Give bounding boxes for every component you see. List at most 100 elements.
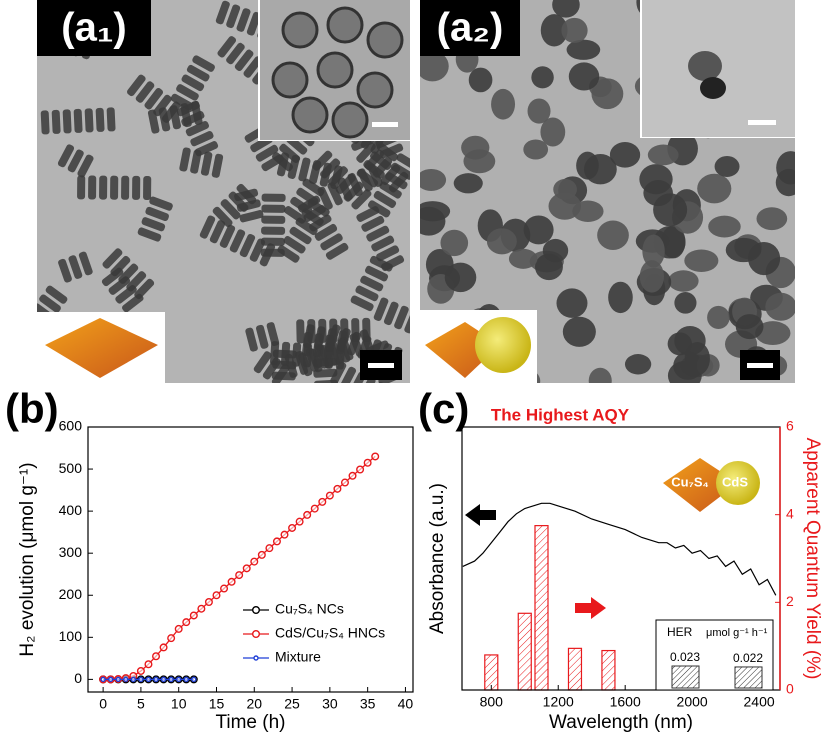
scale-bar: [748, 120, 776, 125]
nanorod: [359, 376, 376, 383]
nanorod: [249, 238, 266, 262]
nanorod: [289, 226, 312, 245]
nanoparticle: [271, 61, 309, 99]
y-tick-label: 0: [74, 670, 82, 686]
nanorod: [176, 84, 199, 101]
nanoparticle: [642, 234, 665, 268]
marker: [280, 530, 289, 539]
legend-marker: [251, 606, 260, 615]
legend-label: CdS/Cu₇S₄ HNCs: [275, 625, 385, 641]
nanoparticle: [523, 139, 549, 160]
marker: [340, 478, 349, 487]
nanorod: [185, 121, 209, 137]
label-box: [37, 0, 151, 56]
x-tick-label: 2400: [744, 694, 775, 710]
nanorod: [356, 168, 379, 188]
nanoparticle: [316, 51, 354, 89]
nanorod: [84, 108, 94, 133]
nanorod: [261, 215, 286, 224]
nanoparticle: [566, 39, 601, 60]
cds-model: [475, 317, 531, 373]
y-tick-label: 100: [59, 628, 83, 644]
nanorod: [340, 318, 349, 343]
nanoparticle: [420, 168, 447, 191]
nanorod: [135, 81, 155, 103]
nanorod: [298, 157, 311, 182]
y2-tick-label: 0: [786, 681, 794, 697]
x-tick-label: 2000: [677, 694, 708, 710]
nanorod: [239, 233, 256, 258]
nanorod: [396, 153, 410, 171]
x-tick-label: 15: [209, 696, 225, 712]
nanorod: [51, 109, 61, 134]
nanorod: [295, 350, 309, 375]
her-value-label: 0.022: [733, 651, 763, 665]
nanoparticle: [624, 354, 652, 375]
nanorod: [86, 408, 111, 421]
nanoparticle: [748, 241, 781, 276]
nanorod: [343, 181, 364, 202]
nanorod: [271, 363, 290, 383]
bar: [517, 612, 532, 691]
nanorod: [366, 225, 390, 242]
nanoparticle: [444, 262, 477, 293]
y-tick-label: 500: [59, 460, 83, 476]
inset-particles: [271, 6, 404, 139]
nanorod: [350, 295, 374, 312]
nanorod: [12, 329, 36, 350]
nanoparticle: [420, 50, 449, 82]
nanorod: [246, 11, 261, 36]
nanorod: [45, 285, 68, 304]
y-tick-label: 200: [59, 586, 83, 602]
crystal-model: [45, 318, 158, 378]
nanorod: [404, 309, 410, 334]
inset-label: CdS: [722, 474, 748, 489]
nanorod: [261, 204, 286, 213]
nanorod: [367, 200, 391, 218]
marker: [325, 491, 334, 500]
nanorod: [62, 109, 72, 134]
nanorod: [153, 94, 172, 117]
marker: [250, 557, 259, 566]
y-axis-label: Absorbance (a.u.): [427, 483, 448, 634]
legend-marker: [251, 630, 260, 639]
x-tick-label: 35: [360, 696, 376, 712]
nanoparticle: [366, 21, 404, 59]
scale-bar: [368, 363, 394, 368]
marker: [152, 652, 161, 661]
nanorod: [99, 175, 108, 200]
x-tick-label: 10: [171, 696, 187, 712]
nanoparticle: [420, 201, 451, 222]
marker: [272, 537, 281, 546]
nanoparticle: [608, 281, 633, 314]
nanorod: [355, 285, 379, 302]
nanoparticle: [561, 17, 588, 44]
nanorod: [283, 235, 306, 254]
x-tick-label: 5: [137, 696, 145, 712]
marker: [159, 643, 168, 652]
nanoparticle: [552, 0, 580, 18]
nanorod: [161, 101, 181, 123]
arrow-right: [575, 597, 606, 619]
nanorod: [313, 368, 338, 378]
nanoparticle: [326, 6, 364, 44]
nanorod: [253, 351, 272, 374]
nanorod: [95, 107, 105, 132]
plot-frame: [87, 426, 414, 693]
marker: [318, 497, 327, 506]
nanorod: [325, 242, 349, 260]
nanorod: [219, 224, 236, 248]
nanoparticle: [684, 341, 710, 376]
marker: [356, 465, 365, 474]
nanoparticle: [540, 14, 568, 47]
marker: [191, 676, 197, 683]
bar: [534, 525, 549, 691]
nanorod: [276, 152, 290, 177]
nanoparticle: [356, 71, 394, 109]
nanorod: [376, 245, 400, 262]
bar: [484, 654, 499, 691]
nanoparticle: [486, 228, 517, 255]
nanorod: [141, 217, 166, 232]
nanorod: [236, 8, 251, 32]
nanorod: [179, 147, 191, 172]
